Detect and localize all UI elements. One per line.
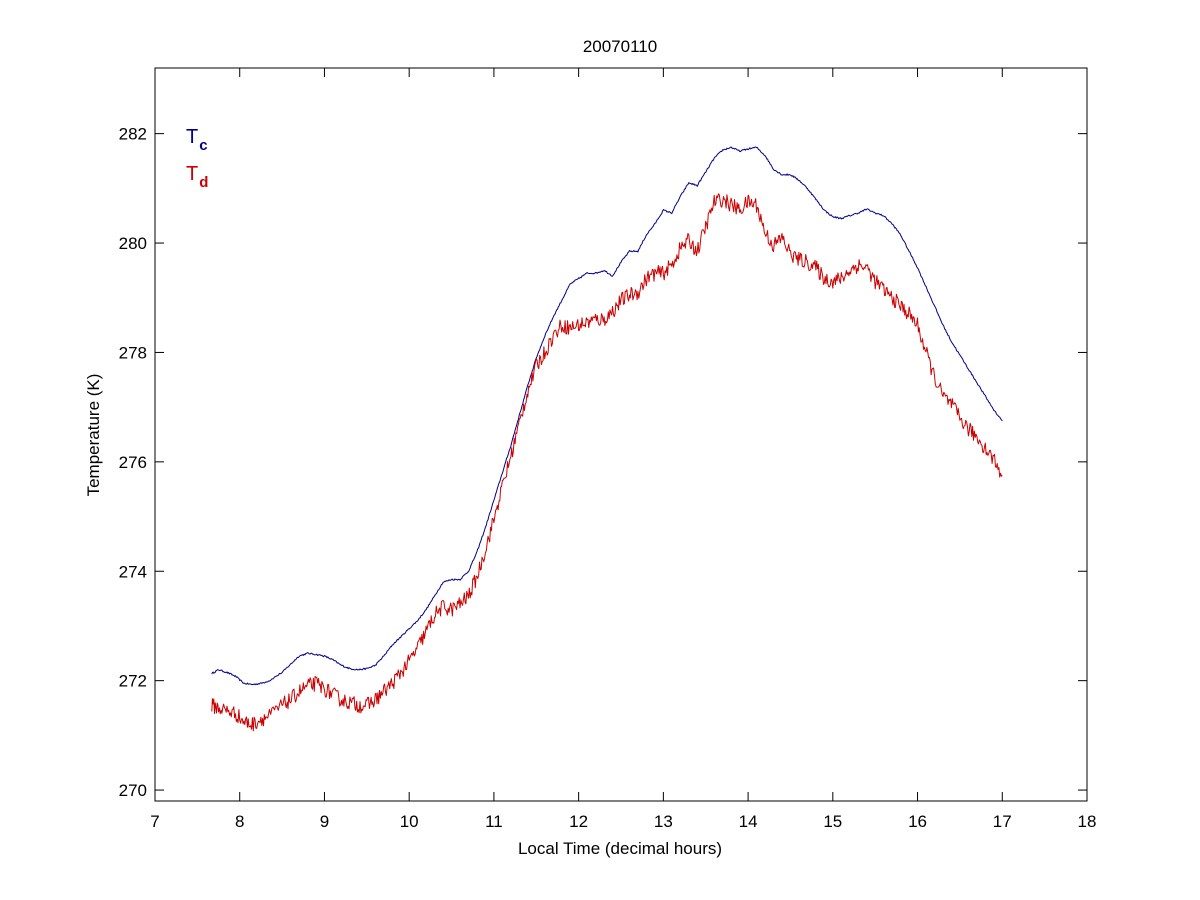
y-tick-label: 280 (119, 234, 147, 253)
x-tick-label: 10 (400, 812, 419, 831)
x-tick-label: 7 (150, 812, 159, 831)
y-axis-ticks: 270 272 274 276 278 280 282 (119, 125, 1087, 800)
y-axis-title: Temperature (K) (84, 374, 103, 497)
y-tick-label: 278 (119, 343, 147, 362)
x-axis-ticks: 7 8 9 10 11 12 13 14 15 16 17 18 (150, 68, 1096, 831)
series-layer (211, 146, 1003, 732)
legend-entry-subscript: d (199, 174, 208, 191)
series-line-Td (211, 193, 1003, 732)
x-tick-label: 18 (1078, 812, 1097, 831)
legend-entry-name: T (186, 163, 198, 185)
x-tick-label: 15 (823, 812, 842, 831)
x-axis-title: Local Time (decimal hours) (518, 839, 722, 858)
x-tick-label: 11 (485, 812, 503, 831)
x-tick-label: 13 (654, 812, 673, 831)
legend-entry: Tc (186, 126, 208, 154)
x-tick-label: 17 (993, 812, 1012, 831)
legend-entry-name: T (186, 126, 198, 148)
series-line-Tc (211, 146, 1003, 686)
legend-entry-subscript: c (199, 137, 207, 154)
x-tick-label: 12 (569, 812, 588, 831)
x-tick-label: 14 (739, 812, 758, 831)
plot-area: 7 8 9 10 11 12 13 14 15 16 17 18 270 272 274 276 278 280… (119, 67, 1096, 831)
y-tick-label: 270 (119, 781, 147, 800)
y-tick-label: 274 (119, 562, 147, 581)
y-tick-label: 276 (119, 453, 147, 472)
y-tick-label: 272 (119, 672, 147, 691)
chart-title: 20070110 (583, 37, 657, 56)
x-tick-label: 8 (235, 812, 244, 831)
x-tick-label: 16 (908, 812, 927, 831)
y-tick-label: 282 (119, 125, 147, 144)
axes-box (154, 67, 1088, 802)
legend-entry: Td (186, 163, 208, 191)
x-tick-label: 9 (320, 812, 329, 831)
